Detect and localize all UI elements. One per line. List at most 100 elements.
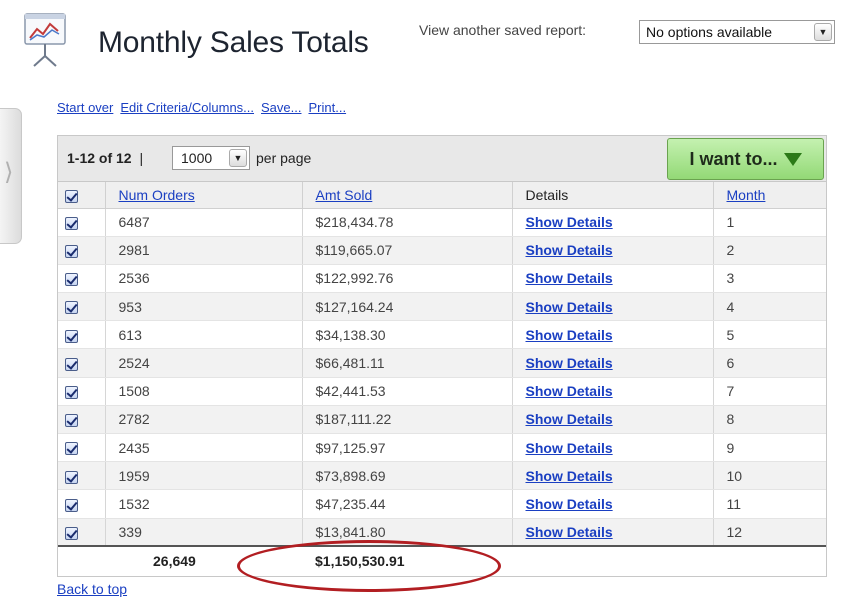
- cell-month: 3: [713, 264, 826, 294]
- select-all-checkbox[interactable]: [65, 189, 78, 203]
- show-details-link[interactable]: Show Details: [525, 242, 613, 259]
- i-want-to-button[interactable]: I want to...: [667, 138, 824, 180]
- start-over-link[interactable]: Start over: [57, 100, 114, 115]
- cell-amt-sold: $127,164.24: [302, 292, 513, 322]
- cell-month: 10: [713, 461, 826, 491]
- cell-amt-sold: $13,841.80: [302, 518, 513, 547]
- show-details-link[interactable]: Show Details: [525, 326, 613, 343]
- show-details-link[interactable]: Show Details: [525, 523, 613, 540]
- table-row: 6487 $218,434.78 Show Details 1: [58, 208, 826, 237]
- cell-num-orders: 6487: [105, 208, 303, 237]
- table-row: 2435 $97,125.97 Show Details 9: [58, 433, 826, 463]
- edit-criteria-link[interactable]: Edit Criteria/Columns...: [120, 100, 255, 115]
- show-details-link[interactable]: Show Details: [525, 270, 613, 287]
- sort-amt-sold-link[interactable]: Amt Sold: [315, 186, 373, 203]
- totals-row: 26,649 $1,150,530.91: [58, 545, 826, 575]
- cell-amt-sold: $66,481.11: [302, 348, 513, 378]
- show-details-link[interactable]: Show Details: [525, 439, 613, 456]
- per-page-label: per page: [256, 150, 312, 166]
- table-toolbar: 1-12 of 12 | 1000 ▼ per page I want to..…: [58, 136, 826, 182]
- report-chart-icon: [24, 13, 66, 67]
- table-row: 2524 $66,481.11 Show Details 6: [58, 348, 826, 378]
- row-checkbox[interactable]: [65, 386, 78, 400]
- show-details-link[interactable]: Show Details: [525, 467, 613, 484]
- per-page-value: 1000: [181, 150, 213, 166]
- table-row: 613 $34,138.30 Show Details 5: [58, 320, 826, 350]
- sort-num-orders-link[interactable]: Num Orders: [118, 186, 195, 203]
- sales-table: Num Orders Amt Sold Details Month 6487 $2…: [58, 182, 826, 575]
- row-checkbox[interactable]: [65, 526, 78, 540]
- cell-amt-sold: $42,441.53: [302, 377, 513, 406]
- cell-month: 6: [713, 348, 826, 378]
- cell-amt-sold: $122,992.76: [302, 264, 513, 294]
- row-checkbox[interactable]: [65, 470, 78, 484]
- cell-amt-sold: $34,138.30: [302, 320, 513, 350]
- row-checkbox[interactable]: [65, 216, 78, 230]
- back-to-top-link[interactable]: Back to top: [57, 581, 128, 597]
- total-amt-sold: $1,150,530.91: [302, 545, 512, 575]
- row-checkbox[interactable]: [65, 273, 78, 287]
- row-checkbox[interactable]: [65, 329, 78, 343]
- cell-num-orders: 2524: [105, 348, 303, 378]
- per-page-select[interactable]: 1000 ▼: [172, 146, 250, 170]
- row-checkbox[interactable]: [65, 414, 78, 428]
- column-header-month[interactable]: Month: [713, 182, 826, 209]
- cell-num-orders: 1508: [105, 377, 303, 406]
- show-details-link[interactable]: Show Details: [525, 355, 613, 372]
- row-checkbox[interactable]: [65, 442, 78, 456]
- column-header-details: Details: [512, 182, 714, 209]
- cell-month: 1: [713, 208, 826, 237]
- range-text: 1-12 of 12: [67, 150, 132, 166]
- cell-num-orders: 2981: [105, 236, 303, 265]
- cell-amt-sold: $187,111.22: [302, 405, 513, 435]
- cell-num-orders: 2536: [105, 264, 303, 294]
- row-checkbox[interactable]: [65, 245, 78, 259]
- cell-num-orders: 2782: [105, 405, 303, 435]
- table-row: 953 $127,164.24 Show Details 4: [58, 292, 826, 322]
- action-links: Start over Edit Criteria/Columns... Save…: [57, 100, 346, 115]
- cell-month: 12: [713, 518, 826, 547]
- sort-month-link[interactable]: Month: [726, 186, 766, 203]
- cell-amt-sold: $97,125.97: [302, 433, 513, 463]
- cell-amt-sold: $218,434.78: [302, 208, 513, 237]
- cell-month: 9: [713, 433, 826, 463]
- cell-month: 5: [713, 320, 826, 350]
- saved-report-label: View another saved report:: [419, 22, 587, 38]
- result-range: 1-12 of 12 |: [67, 150, 143, 166]
- table-row: 1508 $42,441.53 Show Details 7: [58, 377, 826, 406]
- cell-num-orders: 1532: [105, 489, 303, 519]
- triangle-down-icon: [783, 152, 802, 166]
- column-header-amt-sold[interactable]: Amt Sold: [302, 182, 513, 209]
- cell-num-orders: 1959: [105, 461, 303, 491]
- column-header-num-orders[interactable]: Num Orders: [105, 182, 303, 209]
- side-panel-toggle[interactable]: ⟩: [0, 108, 22, 244]
- save-link[interactable]: Save...: [261, 100, 302, 115]
- print-link[interactable]: Print...: [308, 100, 347, 115]
- saved-report-value: No options available: [646, 24, 773, 40]
- dropdown-arrow-icon: ▼: [229, 149, 247, 167]
- show-details-link[interactable]: Show Details: [525, 214, 613, 231]
- i-want-to-label: I want to...: [689, 148, 778, 169]
- show-details-link[interactable]: Show Details: [525, 495, 613, 512]
- cell-month: 11: [713, 489, 826, 519]
- saved-report-select[interactable]: No options available ▼: [639, 20, 835, 44]
- cell-amt-sold: $47,235.44: [302, 489, 513, 519]
- cell-month: 7: [713, 377, 826, 406]
- cell-amt-sold: $73,898.69: [302, 461, 513, 491]
- cell-month: 4: [713, 292, 826, 322]
- show-details-link[interactable]: Show Details: [525, 298, 613, 315]
- row-checkbox[interactable]: [65, 357, 78, 371]
- table-row: 2981 $119,665.07 Show Details 2: [58, 236, 826, 265]
- show-details-link[interactable]: Show Details: [525, 411, 613, 428]
- dropdown-arrow-icon: ▼: [814, 23, 832, 41]
- table-header-row: Num Orders Amt Sold Details Month: [58, 182, 826, 209]
- show-details-link[interactable]: Show Details: [525, 383, 613, 400]
- report-table-panel: 1-12 of 12 | 1000 ▼ per page I want to..…: [57, 135, 827, 577]
- row-checkbox[interactable]: [65, 498, 78, 512]
- table-row: 1959 $73,898.69 Show Details 10: [58, 461, 826, 491]
- page-title: Monthly Sales Totals: [98, 26, 369, 59]
- table-row: 339 $13,841.80 Show Details 12: [58, 518, 826, 547]
- row-checkbox[interactable]: [65, 301, 78, 315]
- cell-num-orders: 2435: [105, 433, 303, 463]
- cell-num-orders: 613: [105, 320, 303, 350]
